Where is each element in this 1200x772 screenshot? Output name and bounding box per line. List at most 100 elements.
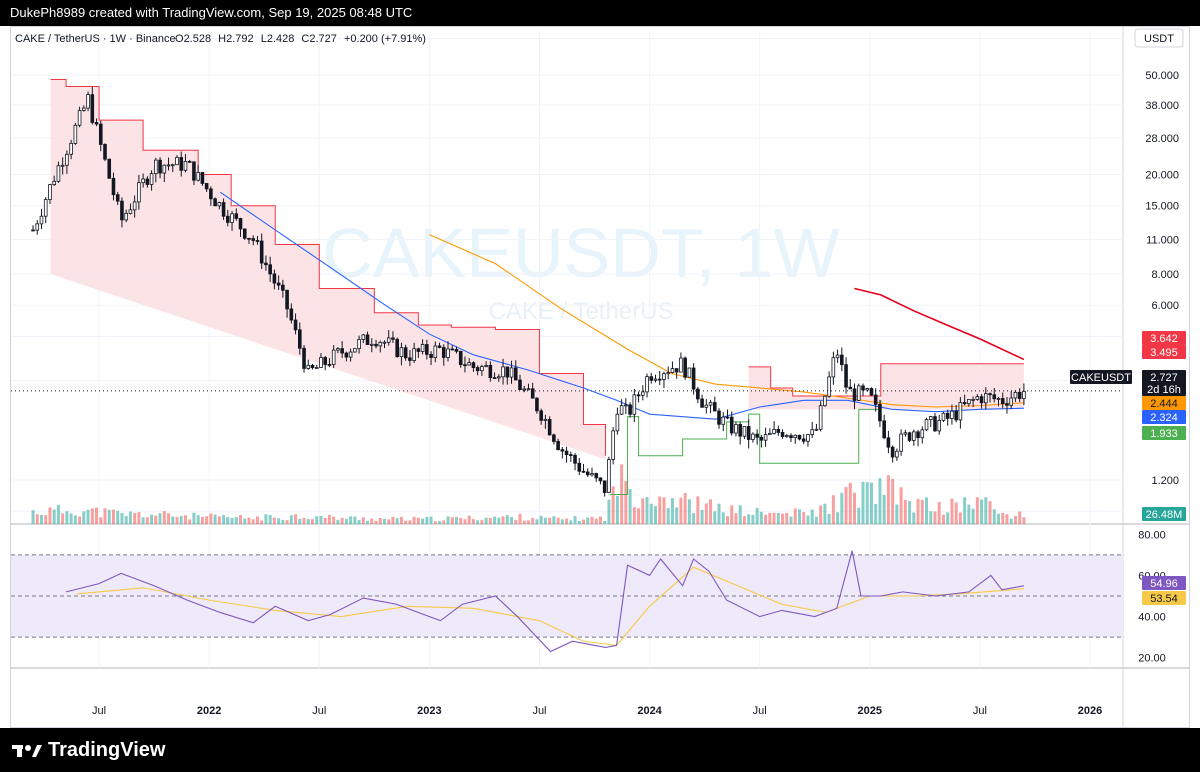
volume-bar bbox=[421, 518, 425, 524]
label-rsi: 54.96 bbox=[1150, 578, 1178, 590]
tradingview-logo[interactable]: TradingView bbox=[12, 737, 165, 763]
volume-bar bbox=[874, 504, 878, 524]
candle-body bbox=[437, 345, 442, 348]
volume-bar bbox=[319, 515, 323, 524]
candle-body bbox=[806, 434, 810, 442]
candle-body bbox=[170, 164, 175, 167]
volume-bar bbox=[150, 514, 154, 524]
volume-bar bbox=[654, 506, 658, 524]
candle-body bbox=[200, 172, 205, 184]
volume-bar bbox=[56, 504, 60, 524]
candle-body bbox=[412, 348, 416, 361]
candle-body bbox=[598, 477, 603, 482]
volume-bar bbox=[645, 497, 649, 524]
candle-body bbox=[39, 215, 44, 225]
candle-body bbox=[86, 94, 90, 109]
volume-bar bbox=[781, 513, 785, 524]
candle-body bbox=[276, 282, 281, 286]
volume-bar bbox=[785, 512, 789, 524]
price-axis-tick: 1.200 bbox=[1151, 475, 1179, 487]
volume-bar bbox=[603, 520, 607, 524]
time-axis-tick: Jul bbox=[753, 705, 767, 717]
volume-bar bbox=[997, 513, 1001, 524]
label-volume-box bbox=[1142, 507, 1186, 521]
candle-body bbox=[166, 164, 171, 167]
currency-button-label[interactable]: USDT bbox=[1144, 33, 1174, 45]
candle-body bbox=[636, 394, 641, 397]
candle-body bbox=[82, 107, 86, 111]
volume-bar bbox=[162, 511, 166, 524]
chart-canvas[interactable]: CAKEUSDT, 1W CAKE / TetherUS 70.00050.00… bbox=[11, 27, 1189, 727]
volume-bar bbox=[311, 519, 315, 524]
candle-body bbox=[289, 308, 294, 321]
candle-body bbox=[65, 153, 69, 166]
candle-body bbox=[56, 165, 61, 182]
candle-body bbox=[535, 397, 539, 412]
volume-bar bbox=[717, 503, 721, 524]
volume-bars bbox=[31, 464, 1026, 524]
candle-body bbox=[403, 347, 408, 359]
volume-bar bbox=[971, 508, 975, 524]
volume-bar bbox=[446, 516, 450, 524]
candle-body bbox=[971, 399, 975, 401]
high-label: H bbox=[218, 33, 226, 45]
symbol-legend[interactable]: CAKE / TetherUS · 1W · Binance O2.528 H2… bbox=[15, 33, 426, 45]
candle-body bbox=[848, 386, 853, 390]
candle-body bbox=[213, 198, 217, 207]
volume-bar bbox=[810, 509, 814, 524]
volume-bar bbox=[340, 517, 344, 524]
volume-bar bbox=[946, 512, 950, 524]
candle-body bbox=[653, 378, 658, 381]
label-last-price-box bbox=[1142, 370, 1186, 384]
volume-bar bbox=[937, 502, 941, 524]
candle-body bbox=[238, 218, 243, 230]
volume-bar bbox=[675, 507, 679, 524]
candle-body bbox=[420, 344, 425, 352]
volume-bar bbox=[793, 508, 797, 524]
candle-body bbox=[369, 343, 374, 346]
volume-bar bbox=[501, 516, 505, 524]
volume-bar bbox=[361, 517, 365, 524]
volume-bar bbox=[891, 478, 895, 524]
volume-bar bbox=[670, 498, 674, 524]
candle-body bbox=[425, 344, 429, 355]
candle-body bbox=[382, 341, 387, 344]
candle-body bbox=[357, 339, 361, 350]
volume-bar bbox=[99, 517, 103, 524]
candle-body bbox=[518, 379, 522, 390]
volume-bar bbox=[111, 509, 115, 524]
candle-body bbox=[890, 446, 895, 458]
volume-bar bbox=[861, 481, 865, 524]
symbol-title[interactable]: CAKE / TetherUS · 1W · Binance bbox=[15, 33, 176, 45]
candle-body bbox=[230, 213, 234, 223]
candle-body bbox=[657, 378, 662, 381]
candle-body bbox=[772, 428, 776, 434]
volume-bar bbox=[467, 515, 471, 524]
candle-body bbox=[780, 432, 785, 437]
currency-button[interactable]: USDT bbox=[1134, 28, 1184, 48]
candle-body bbox=[1000, 398, 1005, 404]
label-ma-orange-box bbox=[1142, 396, 1186, 410]
volume-bar bbox=[925, 497, 929, 524]
candle-body bbox=[852, 388, 857, 401]
brand-name: TradingView bbox=[48, 739, 166, 761]
volume-bar bbox=[247, 517, 251, 524]
candle-body bbox=[564, 450, 569, 456]
candle-body bbox=[827, 376, 831, 397]
volume-bar bbox=[632, 507, 636, 524]
price-axis-tick: 8.000 bbox=[1151, 269, 1179, 281]
candle-body bbox=[90, 94, 95, 123]
candle-body bbox=[979, 396, 984, 404]
volume-bar bbox=[899, 487, 903, 524]
candle-body bbox=[361, 334, 366, 340]
candle-body bbox=[501, 366, 505, 378]
volume-bar bbox=[272, 517, 276, 524]
volume-bar bbox=[450, 517, 454, 524]
candle-body bbox=[242, 228, 247, 239]
candle-body bbox=[331, 349, 336, 365]
volume-bar bbox=[442, 520, 446, 524]
volume-bar bbox=[980, 499, 984, 524]
label-rsi-ma: 53.54 bbox=[1150, 593, 1178, 605]
volume-bar bbox=[285, 520, 289, 524]
candle-body bbox=[687, 367, 692, 378]
